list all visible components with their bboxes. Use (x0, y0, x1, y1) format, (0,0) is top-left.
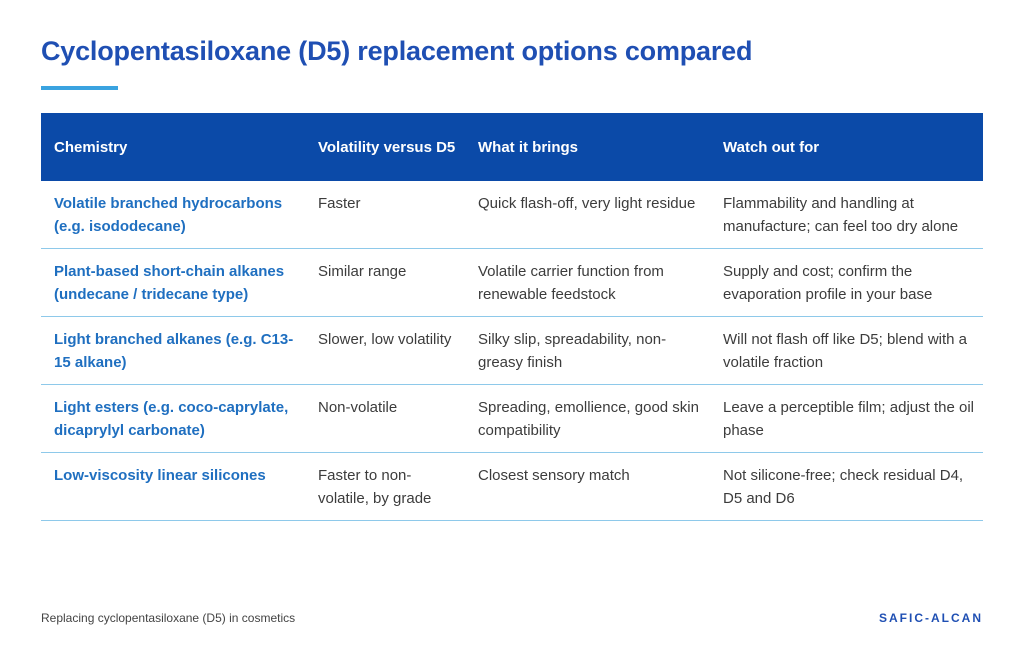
watch-cell: Not silicone-free; check residual D4, D5… (710, 452, 983, 521)
brings-cell: Closest sensory match (465, 452, 710, 521)
header-row: Chemistry Volatility versus D5 What it b… (41, 113, 983, 181)
chemistry-cell: Low-viscosity linear silicones (41, 452, 305, 521)
table-row: Light esters (e.g. coco-caprylate, dicap… (41, 384, 983, 453)
table-row: Plant-based short-chain alkanes (undecan… (41, 248, 983, 317)
page-title: Cyclopentasiloxane (D5) replacement opti… (41, 36, 753, 66)
chemistry-cell: Light esters (e.g. coco-caprylate, dicap… (41, 384, 305, 453)
table-body: Volatile branched hydrocarbons (e.g. iso… (41, 181, 983, 521)
brings-cell: Spreading, emollience, good skin compati… (465, 384, 710, 453)
chemistry-cell: Light branched alkanes (e.g. C13-15 alka… (41, 316, 305, 385)
table-header: Chemistry Volatility versus D5 What it b… (41, 113, 983, 181)
chemistry-cell: Volatile branched hydrocarbons (e.g. iso… (41, 181, 305, 249)
chemistry-cell: Plant-based short-chain alkanes (undecan… (41, 248, 305, 317)
footer-caption: Replacing cyclopentasiloxane (D5) in cos… (41, 611, 296, 625)
volatility-cell: Non-volatile (305, 384, 465, 453)
table-row: Light branched alkanes (e.g. C13-15 alka… (41, 316, 983, 385)
table-row: Low-viscosity linear silicones Faster to… (41, 452, 983, 521)
header-brings: What it brings (478, 138, 578, 156)
comparison-table: Chemistry Volatility versus D5 What it b… (41, 113, 983, 521)
volatility-cell: Faster (305, 181, 465, 249)
volatility-cell: Similar range (305, 248, 465, 317)
watch-cell: Will not flash off like D5; blend with a… (710, 316, 983, 385)
brings-cell: Volatile carrier function from renewable… (465, 248, 710, 317)
table-row: Volatile branched hydrocarbons (e.g. iso… (41, 181, 983, 249)
brings-cell: Silky slip, spreadability, non-greasy fi… (465, 316, 710, 385)
volatility-cell: Faster to non-volatile, by grade (305, 452, 465, 521)
brings-cell: Quick flash-off, very light residue (465, 181, 710, 249)
title-accent-rule (41, 86, 118, 90)
brand-logo-text: SAFIC-ALCAN (879, 611, 983, 625)
watch-cell: Flammability and handling at manufacture… (710, 181, 983, 249)
watch-cell: Leave a perceptible film; adjust the oil… (710, 384, 983, 453)
header-volatility: Volatility versus D5 (318, 138, 456, 156)
header-chemistry: Chemistry (54, 138, 128, 156)
volatility-cell: Slower, low volatility (305, 316, 465, 385)
watch-cell: Supply and cost; confirm the evaporation… (710, 248, 983, 317)
header-watch: Watch out for (723, 138, 820, 156)
